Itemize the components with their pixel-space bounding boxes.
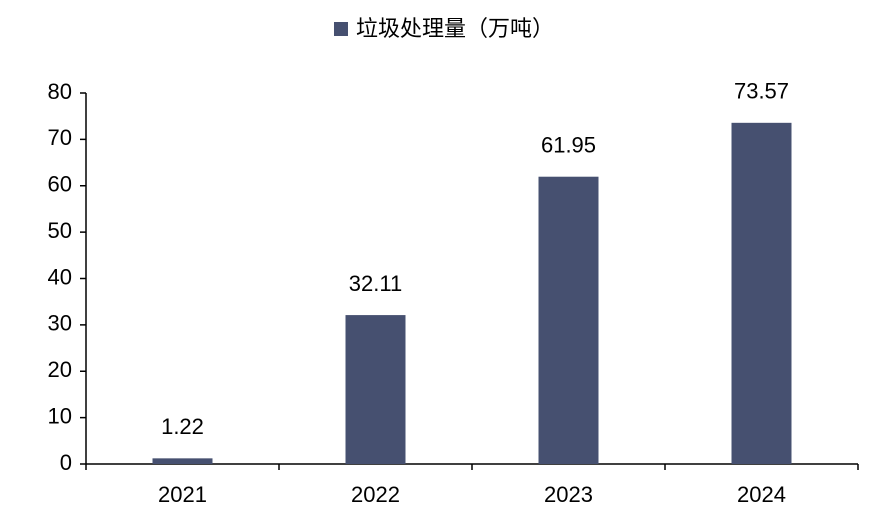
legend-label: 垃圾处理量（万吨） xyxy=(356,16,554,41)
y-tick-label: 50 xyxy=(48,218,72,243)
data-label: 1.22 xyxy=(161,414,204,439)
y-tick-label: 40 xyxy=(48,264,72,289)
legend-swatch xyxy=(333,22,348,36)
bar xyxy=(538,176,599,464)
x-tick-label: 2022 xyxy=(351,482,400,507)
y-tick-label: 80 xyxy=(48,79,72,104)
bar xyxy=(345,315,406,464)
x-tick-label: 2021 xyxy=(158,482,207,507)
bar xyxy=(152,458,213,464)
x-tick-label: 2024 xyxy=(737,482,786,507)
y-tick-label: 20 xyxy=(48,357,72,382)
y-tick-label: 10 xyxy=(48,403,72,428)
y-tick-label: 30 xyxy=(48,311,72,336)
y-tick-label: 70 xyxy=(48,125,72,150)
data-label: 73.57 xyxy=(734,79,789,104)
bar xyxy=(731,122,792,464)
legend: 垃圾处理量（万吨） xyxy=(333,16,554,41)
y-tick-label: 0 xyxy=(60,450,72,475)
data-label: 61.95 xyxy=(541,133,596,158)
y-tick-label: 60 xyxy=(48,172,72,197)
data-label: 32.11 xyxy=(349,271,402,296)
x-tick-label: 2023 xyxy=(544,482,593,507)
